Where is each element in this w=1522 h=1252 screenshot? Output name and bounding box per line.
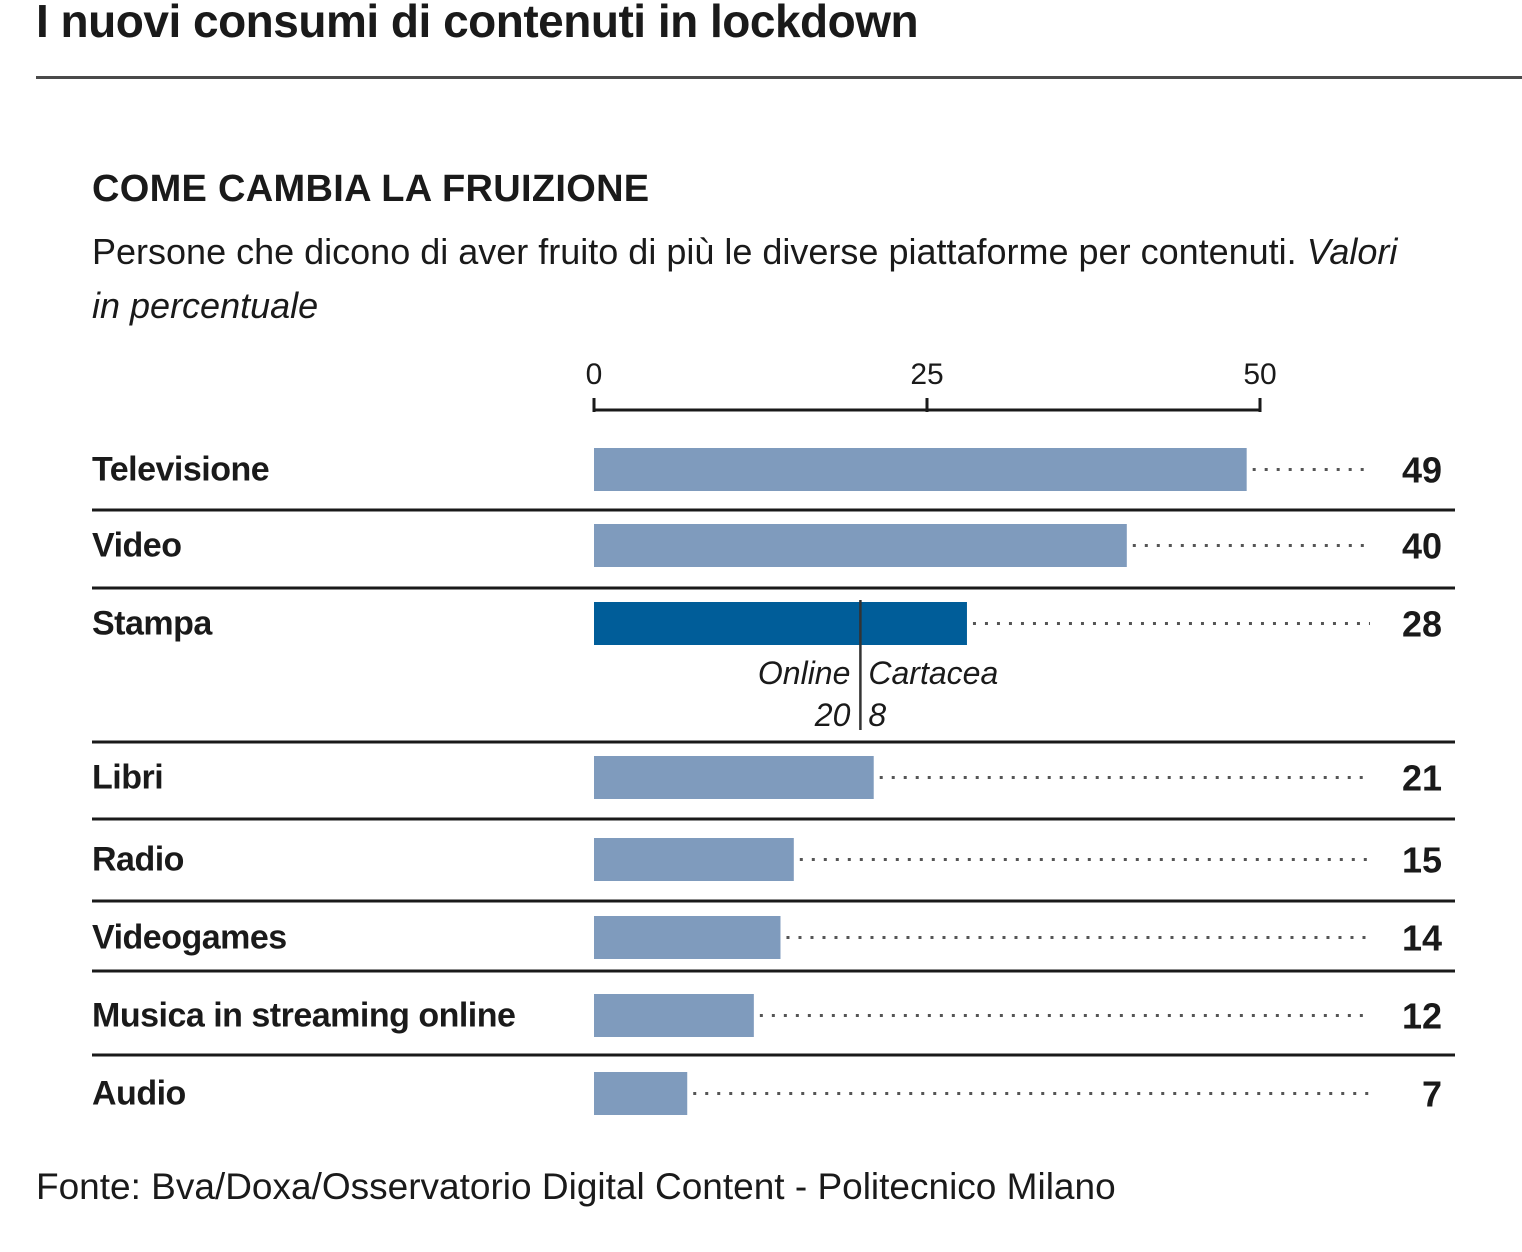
bar (594, 1072, 688, 1115)
section-title: COME CAMBIA LA FRUIZIONE (92, 168, 650, 210)
bar (594, 756, 874, 799)
x-tick-label-1: 25 (910, 358, 943, 391)
source-note: Fonte: Bva/Doxa/Osservatorio Digital Con… (36, 1166, 1116, 1207)
breakdown-online-label: Online (758, 655, 851, 691)
subtitle: Persone che dicono di aver fruito di più… (92, 225, 1422, 333)
x-tick-label-0: 0 (586, 358, 603, 391)
category-label: Video (92, 527, 181, 565)
bar (594, 524, 1127, 567)
value-label: 7 (1422, 1074, 1442, 1115)
value-label: 15 (1402, 840, 1442, 881)
category-label: Radio (92, 841, 184, 879)
bar (594, 838, 794, 881)
title-rule (36, 76, 1522, 79)
value-label: 21 (1402, 758, 1442, 799)
subtitle-text: Persone che dicono di aver fruito di più… (92, 231, 1297, 272)
value-label: 14 (1402, 918, 1442, 959)
bar (594, 994, 754, 1037)
category-label: Libri (92, 759, 163, 797)
value-label: 28 (1402, 604, 1442, 645)
value-label: 40 (1402, 526, 1442, 567)
bar (594, 602, 967, 645)
breakdown-online-value: 20 (814, 697, 851, 733)
value-label: 12 (1402, 996, 1442, 1037)
breakdown-cartacea-label: Cartacea (868, 655, 998, 691)
unit-note: Valori in percentuale (92, 231, 1398, 326)
category-label: Musica in streaming online (92, 997, 515, 1035)
value-label: 49 (1402, 450, 1442, 491)
x-tick-label-2: 50 (1243, 358, 1276, 391)
category-label: Stampa (92, 605, 213, 643)
category-label: Televisione (92, 451, 269, 489)
bar (594, 448, 1247, 491)
bar (594, 916, 781, 959)
breakdown-cartacea-value: 8 (868, 697, 886, 733)
category-label: Videogames (92, 919, 287, 957)
category-label: Audio (92, 1075, 186, 1113)
main-title: I nuovi consumi di contenuti in lockdown (36, 0, 919, 47)
